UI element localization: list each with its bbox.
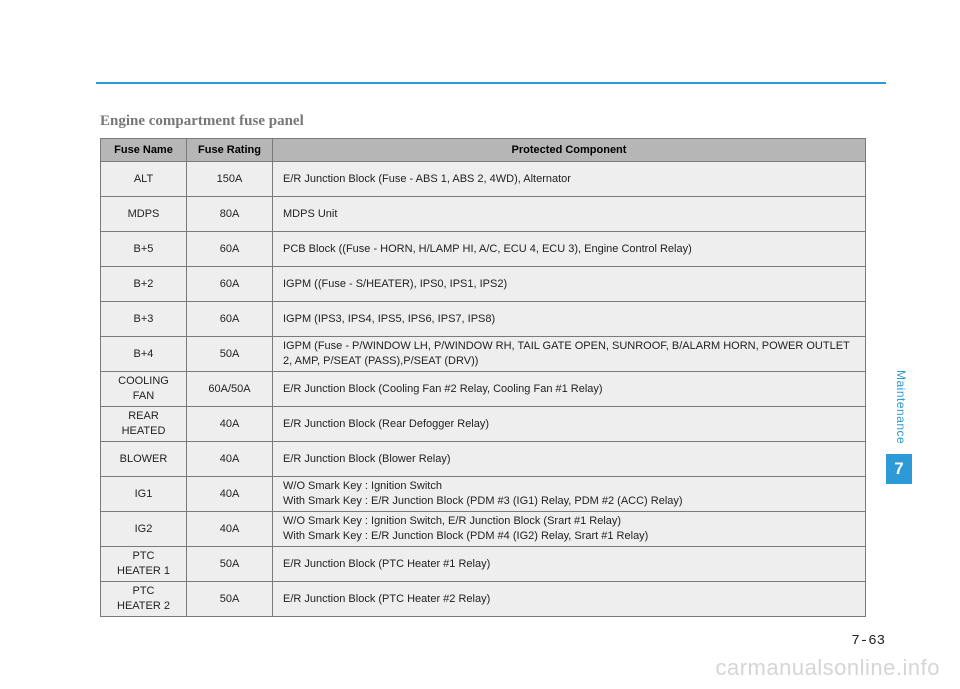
cell-fuse-rating: 60A/50A (187, 372, 273, 407)
cell-fuse-name: PTC HEATER 2 (101, 582, 187, 617)
cell-desc: E/R Junction Block (PTC Heater #1 Relay) (273, 547, 866, 582)
cell-fuse-rating: 60A (187, 232, 273, 267)
cell-fuse-name: B+5 (101, 232, 187, 267)
cell-desc: IGPM (Fuse - P/WINDOW LH, P/WINDOW RH, T… (273, 337, 866, 372)
cell-fuse-rating: 60A (187, 302, 273, 337)
cell-desc: W/O Smark Key : Ignition SwitchWith Smar… (273, 477, 866, 512)
table-row: IG140AW/O Smark Key : Ignition SwitchWit… (101, 477, 866, 512)
table-row: MDPS80AMDPS Unit (101, 197, 866, 232)
table-body: ALT150AE/R Junction Block (Fuse - ABS 1,… (101, 162, 866, 617)
table-row: ALT150AE/R Junction Block (Fuse - ABS 1,… (101, 162, 866, 197)
cell-fuse-name: MDPS (101, 197, 187, 232)
cell-fuse-name: B+4 (101, 337, 187, 372)
cell-fuse-rating: 50A (187, 547, 273, 582)
chapter-number-box: 7 (886, 454, 912, 484)
table-header-row: Fuse Name Fuse Rating Protected Componen… (101, 139, 866, 162)
cell-fuse-name: REAR HEATED (101, 407, 187, 442)
cell-fuse-name: ALT (101, 162, 187, 197)
fuse-table-wrap: Fuse Name Fuse Rating Protected Componen… (100, 138, 866, 617)
cell-fuse-rating: 60A (187, 267, 273, 302)
col-header-fuse-name: Fuse Name (101, 139, 187, 162)
cell-fuse-rating: 40A (187, 512, 273, 547)
cell-fuse-rating: 40A (187, 477, 273, 512)
table-row: PTC HEATER 250AE/R Junction Block (PTC H… (101, 582, 866, 617)
cell-desc: E/R Junction Block (Fuse - ABS 1, ABS 2,… (273, 162, 866, 197)
cell-fuse-name: PTC HEATER 1 (101, 547, 187, 582)
page-number: 7-63 (851, 633, 885, 649)
cell-desc: E/R Junction Block (Rear Defogger Relay) (273, 407, 866, 442)
table-row: B+450AIGPM (Fuse - P/WINDOW LH, P/WINDOW… (101, 337, 866, 372)
cell-desc: E/R Junction Block (PTC Heater #2 Relay) (273, 582, 866, 617)
cell-fuse-rating: 50A (187, 582, 273, 617)
table-row: COOLING FAN60A/50AE/R Junction Block (Co… (101, 372, 866, 407)
cell-fuse-rating: 40A (187, 442, 273, 477)
cell-fuse-name: B+2 (101, 267, 187, 302)
table-row: B+360AIGPM (IPS3, IPS4, IPS5, IPS6, IPS7… (101, 302, 866, 337)
table-row: PTC HEATER 150AE/R Junction Block (PTC H… (101, 547, 866, 582)
top-rule (96, 82, 886, 84)
cell-desc: E/R Junction Block (Cooling Fan #2 Relay… (273, 372, 866, 407)
cell-fuse-name: COOLING FAN (101, 372, 187, 407)
cell-fuse-name: BLOWER (101, 442, 187, 477)
side-section-label: Maintenance (894, 370, 908, 444)
cell-fuse-name: IG1 (101, 477, 187, 512)
table-row: IG240AW/O Smark Key : Ignition Switch, E… (101, 512, 866, 547)
cell-desc: W/O Smark Key : Ignition Switch, E/R Jun… (273, 512, 866, 547)
watermark: carmanualsonline.info (715, 655, 940, 681)
table-row: BLOWER40AE/R Junction Block (Blower Rela… (101, 442, 866, 477)
cell-desc: PCB Block ((Fuse - HORN, H/LAMP HI, A/C,… (273, 232, 866, 267)
cell-fuse-rating: 150A (187, 162, 273, 197)
fuse-table: Fuse Name Fuse Rating Protected Componen… (100, 138, 866, 617)
cell-desc: IGPM (IPS3, IPS4, IPS5, IPS6, IPS7, IPS8… (273, 302, 866, 337)
cell-fuse-name: B+3 (101, 302, 187, 337)
cell-desc: MDPS Unit (273, 197, 866, 232)
cell-fuse-rating: 40A (187, 407, 273, 442)
table-row: REAR HEATED40AE/R Junction Block (Rear D… (101, 407, 866, 442)
page: Maintenance 7 Engine compartment fuse pa… (0, 0, 960, 689)
table-row: B+260AIGPM ((Fuse - S/HEATER), IPS0, IPS… (101, 267, 866, 302)
cell-fuse-name: IG2 (101, 512, 187, 547)
table-heading: Engine compartment fuse panel (100, 113, 304, 130)
col-header-fuse-rating: Fuse Rating (187, 139, 273, 162)
cell-fuse-rating: 50A (187, 337, 273, 372)
cell-fuse-rating: 80A (187, 197, 273, 232)
table-row: B+560APCB Block ((Fuse - HORN, H/LAMP HI… (101, 232, 866, 267)
cell-desc: E/R Junction Block (Blower Relay) (273, 442, 866, 477)
cell-desc: IGPM ((Fuse - S/HEATER), IPS0, IPS1, IPS… (273, 267, 866, 302)
col-header-protected-component: Protected Component (273, 139, 866, 162)
